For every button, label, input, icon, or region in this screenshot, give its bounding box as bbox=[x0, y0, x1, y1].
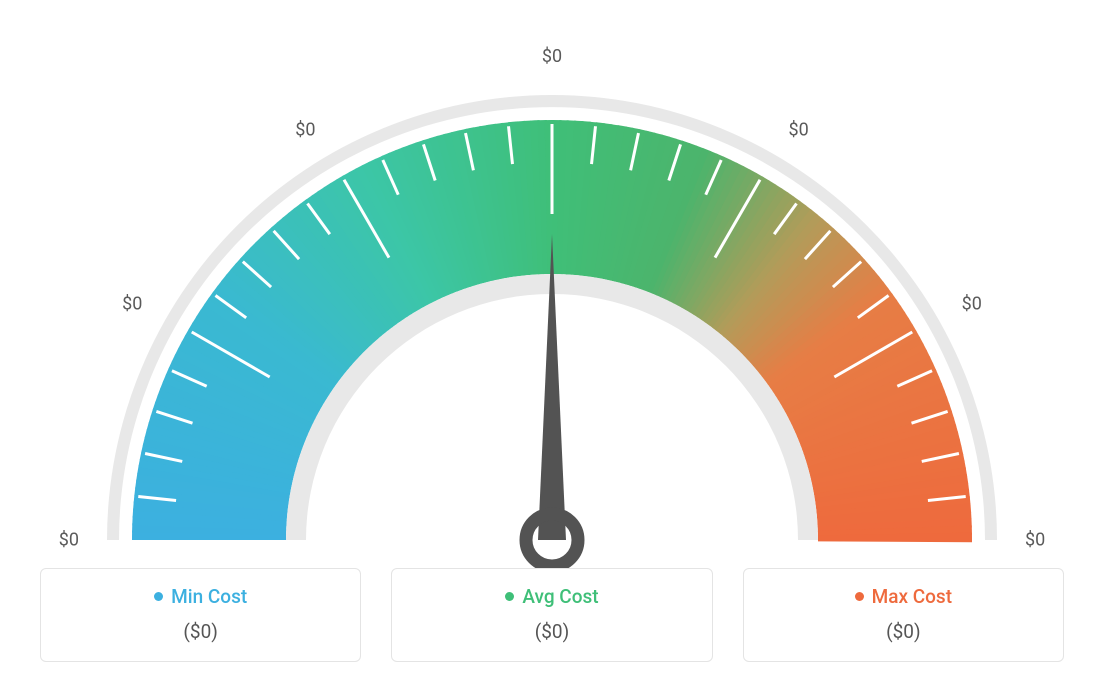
legend-title: Min Cost bbox=[154, 585, 247, 608]
legend-value: ($0) bbox=[744, 620, 1063, 643]
legend-row: Min Cost ($0) Avg Cost ($0) Max Cost ($0) bbox=[40, 568, 1064, 662]
gauge-chart: $0 $0 $0 $0 $0 $0 $0 bbox=[42, 20, 1062, 580]
gauge-scale-label: $0 bbox=[122, 293, 142, 314]
legend-title: Max Cost bbox=[855, 585, 952, 608]
legend-card-avg: Avg Cost ($0) bbox=[391, 568, 712, 662]
gauge-scale-label: $0 bbox=[295, 120, 315, 141]
gauge-scale-label: $0 bbox=[1025, 530, 1045, 551]
gauge-svg bbox=[42, 20, 1062, 595]
legend-card-min: Min Cost ($0) bbox=[40, 568, 361, 662]
legend-dot-icon bbox=[505, 592, 514, 601]
legend-card-max: Max Cost ($0) bbox=[743, 568, 1064, 662]
legend-label: Avg Cost bbox=[522, 585, 598, 608]
gauge-scale-label: $0 bbox=[542, 46, 562, 67]
legend-label: Min Cost bbox=[171, 585, 247, 608]
legend-dot-icon bbox=[855, 592, 864, 601]
legend-title: Avg Cost bbox=[505, 585, 598, 608]
legend-dot-icon bbox=[154, 592, 163, 601]
legend-label: Max Cost bbox=[872, 585, 952, 608]
legend-value: ($0) bbox=[41, 620, 360, 643]
gauge-scale-label: $0 bbox=[789, 120, 809, 141]
gauge-scale-label: $0 bbox=[962, 293, 982, 314]
legend-value: ($0) bbox=[392, 620, 711, 643]
gauge-scale-label: $0 bbox=[59, 530, 79, 551]
